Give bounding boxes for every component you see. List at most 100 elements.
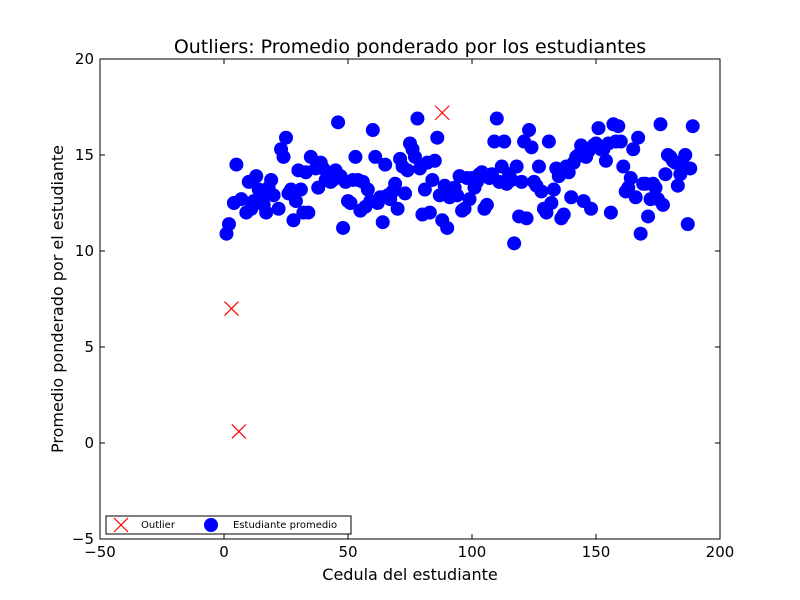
- data-point-estudiante: [680, 217, 695, 232]
- data-point-estudiante: [584, 201, 599, 216]
- data-point-estudiante: [631, 130, 646, 145]
- data-point-estudiante: [641, 209, 656, 224]
- data-point-estudiante: [613, 134, 628, 149]
- data-point-estudiante: [623, 171, 638, 186]
- data-point-estudiante: [430, 130, 445, 145]
- data-point-estudiante: [440, 220, 455, 235]
- data-point-estudiante: [400, 163, 415, 178]
- data-point-estudiante: [598, 153, 613, 168]
- data-point-estudiante: [229, 157, 244, 172]
- y-tick-label: 10: [75, 242, 94, 260]
- data-point-estudiante: [331, 115, 346, 130]
- data-point-estudiante: [507, 236, 522, 251]
- y-tick-label: 5: [84, 338, 94, 356]
- data-point-outlier: [224, 301, 239, 317]
- chart-title: Outliers: Promedio ponderado por los est…: [174, 36, 646, 58]
- y-axis-title: Promedio ponderado por el estudiante: [48, 145, 67, 453]
- data-point-estudiante: [365, 123, 380, 138]
- data-point-estudiante: [658, 167, 673, 182]
- data-point-estudiante: [603, 205, 618, 220]
- data-point-estudiante: [653, 117, 668, 132]
- data-point-estudiante: [616, 159, 631, 174]
- y-tick-label: 0: [84, 434, 94, 452]
- data-point-estudiante: [271, 201, 286, 216]
- legend: Outlier Estudiante promedio: [105, 515, 352, 535]
- data-point-estudiante: [259, 205, 274, 220]
- data-point-estudiante: [301, 205, 316, 220]
- data-point-estudiante: [343, 196, 358, 210]
- data-point-estudiante: [611, 119, 626, 134]
- data-point-estudiante: [293, 182, 308, 197]
- data-point-estudiante: [375, 215, 390, 230]
- legend-marker-outlier: [113, 517, 129, 533]
- data-point-estudiante: [378, 157, 393, 172]
- data-point-estudiante: [283, 182, 298, 197]
- legend-label-outlier: Outlier: [141, 520, 176, 531]
- data-point-estudiante: [509, 159, 524, 174]
- data-point-estudiante: [633, 226, 648, 241]
- data-point-estudiante: [286, 213, 301, 228]
- data-point-estudiante: [489, 111, 504, 126]
- y-tick-label: 20: [75, 50, 94, 68]
- data-point-estudiante: [234, 192, 249, 207]
- data-point-estudiante: [685, 119, 700, 134]
- data-point-estudiante: [348, 149, 363, 164]
- x-tick-label: 150: [582, 543, 611, 561]
- data-point-estudiante: [266, 188, 281, 203]
- data-point-estudiante: [425, 172, 440, 187]
- data-point-estudiante: [360, 182, 375, 197]
- legend-box: [105, 515, 352, 535]
- x-tick-label: 0: [219, 543, 229, 561]
- data-point-estudiante: [497, 134, 512, 149]
- data-point-estudiante: [524, 140, 539, 155]
- data-point-estudiante: [683, 161, 698, 176]
- data-point-estudiante: [522, 123, 537, 138]
- data-point-estudiante: [450, 188, 465, 203]
- data-point-estudiante: [556, 207, 571, 222]
- data-point-estudiante: [336, 220, 351, 235]
- data-point-estudiante: [564, 190, 579, 205]
- data-point-outlier: [231, 424, 247, 439]
- x-tick-label: 200: [706, 543, 735, 561]
- data-point-estudiante: [407, 149, 422, 164]
- data-point-estudiante: [417, 182, 432, 197]
- data-point-estudiante: [655, 197, 670, 212]
- data-point-estudiante: [648, 180, 663, 195]
- data-point-estudiante: [462, 192, 477, 207]
- x-axis-title: Cedula del estudiante: [322, 565, 497, 584]
- legend-marker-estudiante: [204, 518, 218, 532]
- data-point-estudiante: [368, 149, 383, 164]
- data-point-estudiante: [390, 201, 405, 216]
- y-tick-label: −5: [72, 530, 94, 548]
- data-point-estudiante: [628, 190, 643, 205]
- data-point-estudiante: [591, 121, 606, 136]
- data-point-estudiante: [531, 159, 546, 174]
- data-point-estudiante: [544, 196, 559, 210]
- data-point-estudiante: [670, 178, 685, 193]
- data-point-estudiante: [514, 174, 529, 189]
- data-point-estudiante: [288, 194, 303, 209]
- data-point-estudiante: [249, 169, 264, 184]
- data-point-estudiante: [626, 142, 641, 157]
- data-point-estudiante: [487, 134, 502, 149]
- data-point-estudiante: [678, 148, 693, 162]
- x-tick-label: 100: [458, 543, 487, 561]
- axes-frame: [99, 58, 721, 540]
- data-point-estudiante: [276, 149, 291, 164]
- y-tick-label: 15: [75, 146, 94, 164]
- x-tick-label: −50: [84, 543, 116, 561]
- data-point-estudiante: [264, 172, 279, 187]
- data-point-estudiante: [388, 176, 403, 191]
- data-point-estudiante: [534, 184, 549, 199]
- data-point-estudiante: [541, 134, 556, 149]
- data-point-estudiante: [410, 111, 425, 126]
- data-point-estudiante: [519, 211, 534, 226]
- data-point-outlier: [434, 105, 450, 121]
- data-point-estudiante: [279, 130, 293, 145]
- legend-label-estudiante: Estudiante promedio: [233, 520, 337, 531]
- x-tick-label: 50: [338, 543, 357, 561]
- data-point-estudiante: [546, 182, 561, 197]
